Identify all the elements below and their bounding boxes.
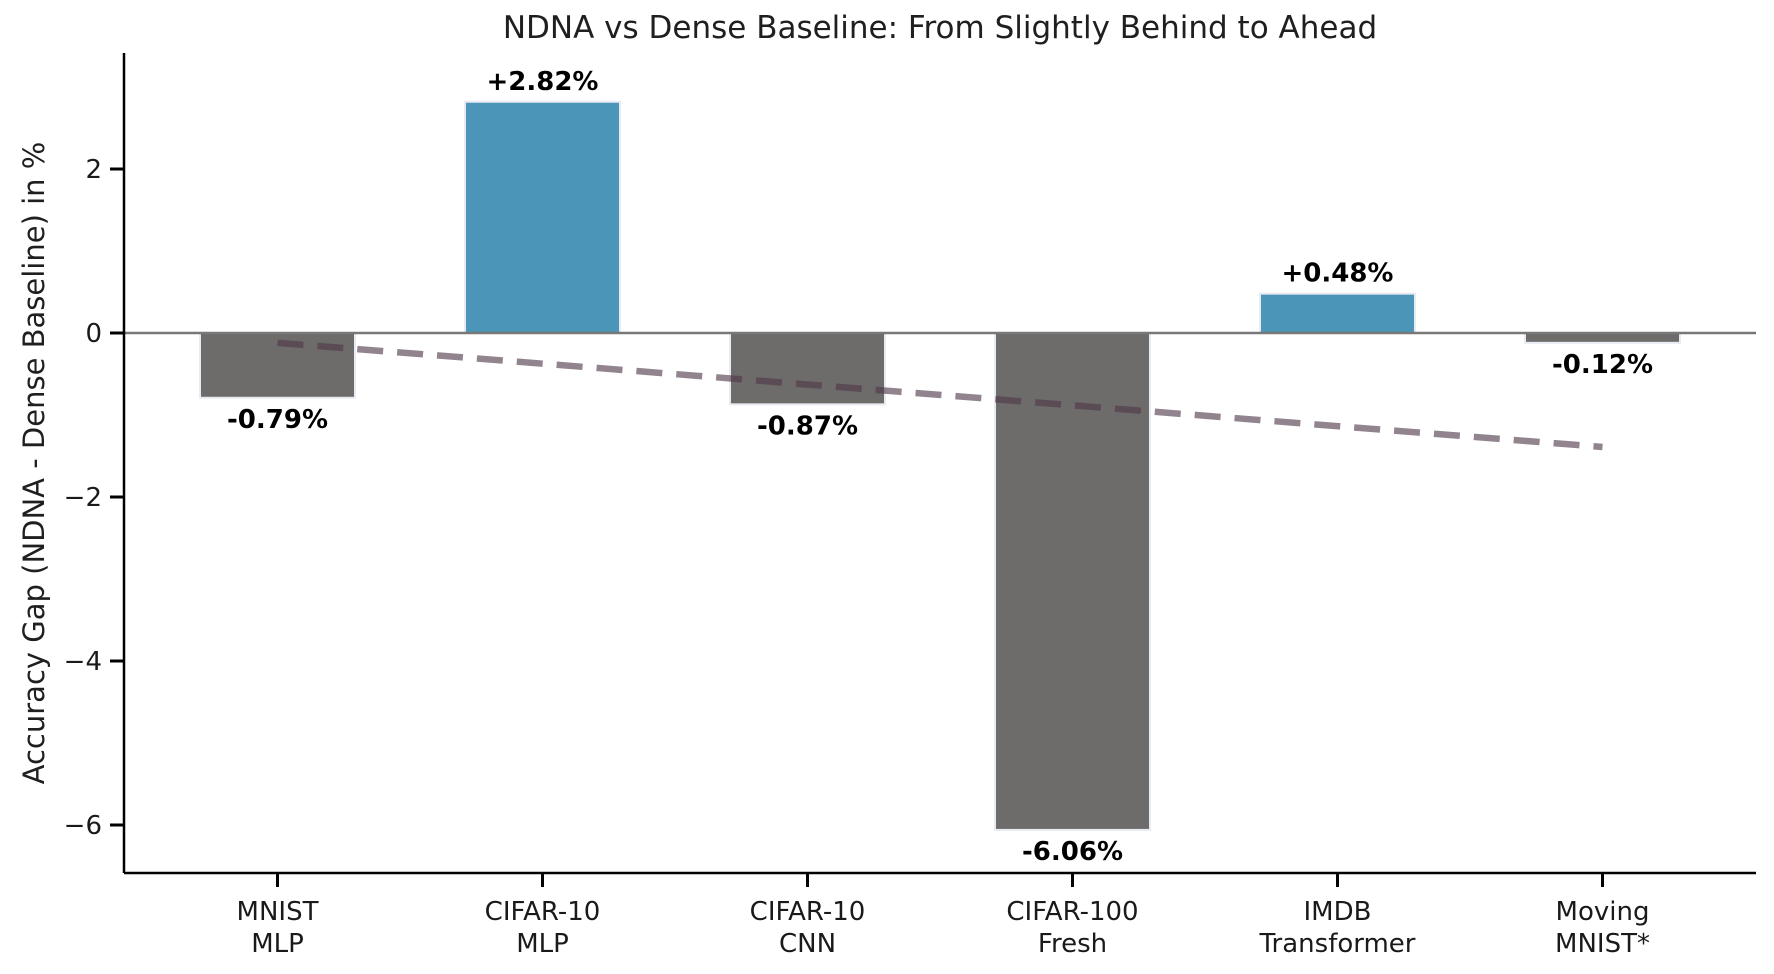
x-tick-label-line2: Transformer [1258, 929, 1415, 959]
x-tick-label-line2: CNN [779, 929, 836, 959]
y-tick-label: −2 [64, 483, 102, 513]
x-tick-label-line1: MNIST [237, 897, 319, 927]
bar-value-label: +2.82% [487, 67, 599, 97]
bar-value-label: -0.12% [1552, 350, 1653, 380]
x-tick-label-line2: MLP [251, 929, 304, 959]
y-tick-label: −6 [64, 811, 102, 841]
y-tick-label: −4 [64, 647, 102, 677]
trend-line [277, 339, 1603, 451]
x-tick-label-line1: IMDB [1304, 897, 1372, 927]
x-tick-label-line2: Fresh [1038, 929, 1107, 959]
bar-value-label: +0.48% [1282, 259, 1394, 289]
bar [994, 332, 1151, 831]
x-tick-label-line1: CIFAR-10 [485, 897, 601, 927]
bar-value-label: -6.06% [1022, 837, 1123, 867]
x-tick-label-line2: MNIST* [1555, 929, 1650, 959]
bar [1524, 332, 1681, 344]
bar-value-label: -0.79% [227, 405, 328, 435]
bar-value-label: -0.87% [757, 411, 858, 441]
y-tick-label: 2 [85, 155, 102, 185]
bar [729, 332, 886, 406]
bar [464, 100, 621, 335]
y-tick-label: 0 [85, 319, 102, 349]
bar [199, 332, 356, 399]
x-tick-label-line2: MLP [516, 929, 569, 959]
x-tick-label-line1: CIFAR-10 [750, 897, 866, 927]
x-tick-label-line1: Moving [1556, 897, 1650, 927]
bar [1259, 292, 1416, 335]
x-tick-label-line1: CIFAR-100 [1006, 897, 1138, 927]
chart-title: NDNA vs Dense Baseline: From Slightly Be… [502, 10, 1378, 46]
